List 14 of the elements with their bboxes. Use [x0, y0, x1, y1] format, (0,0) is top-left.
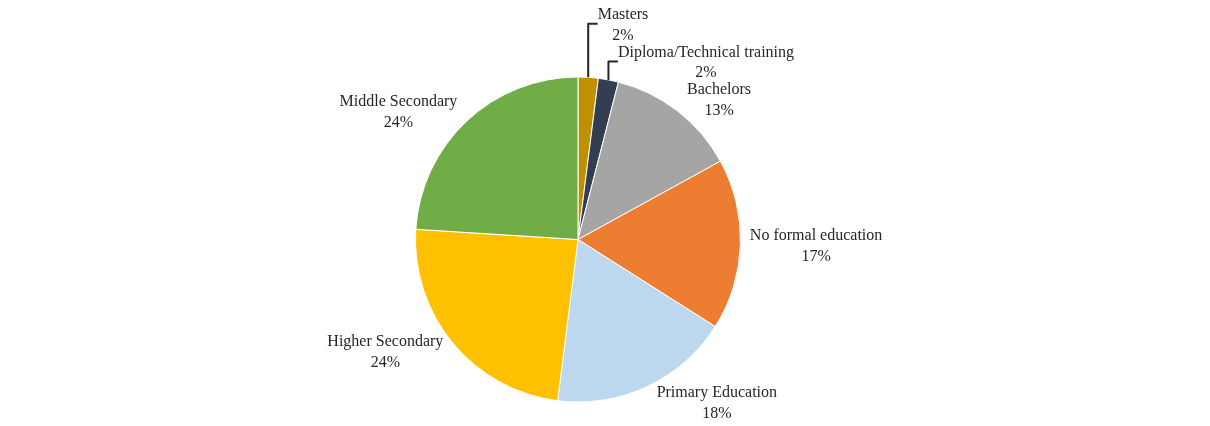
data-label: 18% — [702, 403, 732, 421]
data-label: 2% — [695, 63, 717, 81]
data-label: 2% — [612, 25, 634, 43]
data-label: 13% — [704, 101, 734, 119]
data-label: 17% — [801, 246, 831, 264]
slice-label: Bachelors — [687, 80, 752, 98]
slice-label: Diploma/Technical training — [617, 42, 795, 61]
data-label: 24% — [383, 112, 414, 130]
slice-label: Higher Secondary — [327, 331, 444, 350]
slice-label: No formal education — [749, 225, 883, 243]
slice-label: Primary Education — [656, 383, 778, 402]
data-label: 24% — [370, 352, 401, 370]
slice-label: Middle Secondary — [339, 92, 458, 111]
slice-label: Masters — [597, 4, 649, 22]
